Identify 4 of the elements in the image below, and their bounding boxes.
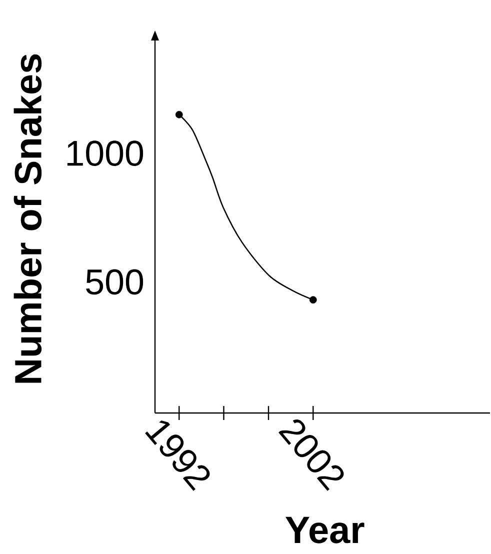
y-axis-title: Number of Snakes bbox=[14, 54, 42, 383]
y-tick-label: 500 bbox=[86, 269, 144, 295]
y-tick-label: 1000 bbox=[67, 140, 144, 166]
x-axis-title: Year bbox=[285, 516, 364, 544]
